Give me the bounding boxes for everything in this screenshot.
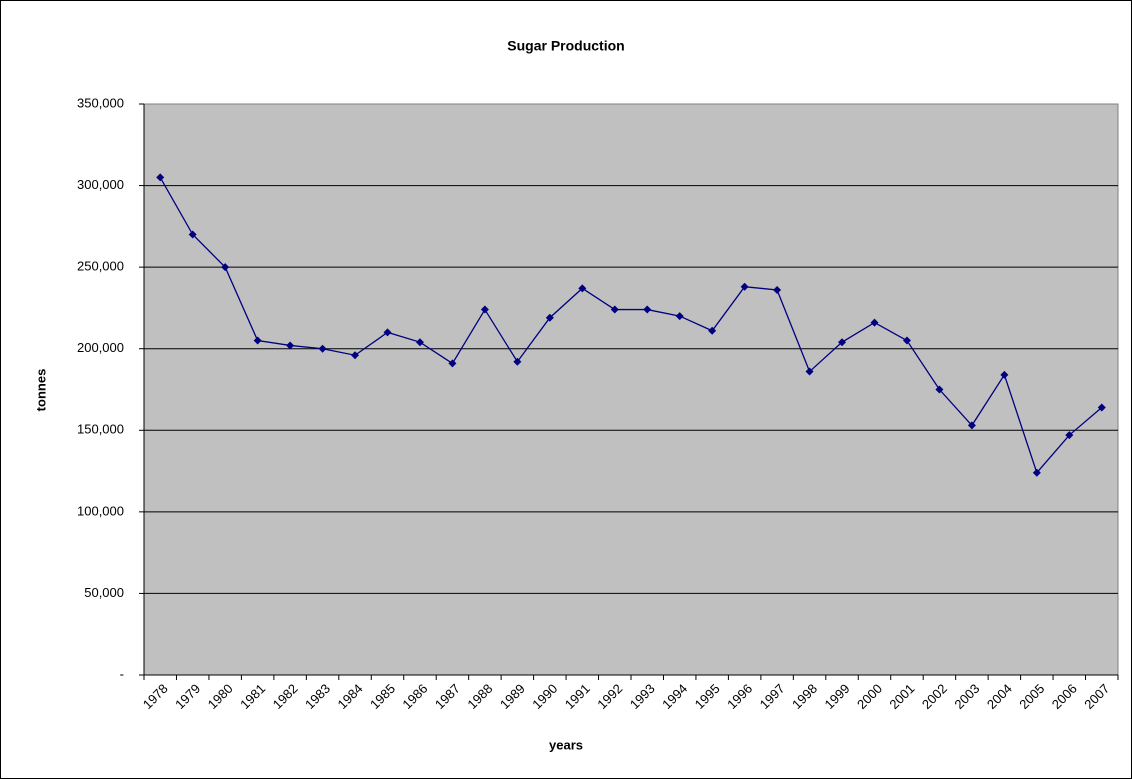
y-tick-label: 350,000 [77, 95, 124, 110]
y-tick-label: 150,000 [77, 422, 124, 437]
data-point [773, 285, 782, 294]
data-point [286, 341, 295, 350]
data-point [1097, 403, 1106, 412]
data-point [610, 305, 619, 314]
data-point [967, 421, 976, 430]
y-tick-label: 100,000 [77, 503, 124, 518]
data-point [708, 326, 717, 335]
data-point [1032, 468, 1041, 477]
data-point [578, 284, 587, 293]
data-point [351, 351, 360, 360]
data-point [448, 359, 457, 368]
data-point [902, 336, 911, 345]
x-axis-label: years [549, 737, 583, 752]
chart-title: Sugar Production [507, 38, 624, 54]
data-point [188, 230, 197, 239]
y-tick-label: 300,000 [77, 177, 124, 192]
y-axis-label: tonnes [33, 369, 48, 412]
data-point [935, 385, 944, 394]
y-tick-label: 250,000 [77, 259, 124, 274]
data-point [156, 173, 165, 182]
data-point [415, 338, 424, 347]
plot-area [143, 103, 1119, 676]
data-point [1065, 431, 1074, 440]
data-point [383, 328, 392, 337]
data-point [545, 313, 554, 322]
data-point [870, 318, 879, 327]
data-point [513, 357, 522, 366]
y-tick-label: - [120, 666, 124, 681]
data-point [253, 336, 262, 345]
data-point [318, 344, 327, 353]
data-line [159, 177, 1103, 474]
y-tick-label: 50,000 [84, 585, 124, 600]
data-point [480, 305, 489, 314]
data-point [740, 282, 749, 291]
data-point [805, 367, 814, 376]
data-point [838, 338, 847, 347]
data-point [643, 305, 652, 314]
data-point [675, 312, 684, 321]
data-point [1000, 370, 1009, 379]
y-tick-label: 200,000 [77, 340, 124, 355]
data-point [221, 263, 230, 272]
